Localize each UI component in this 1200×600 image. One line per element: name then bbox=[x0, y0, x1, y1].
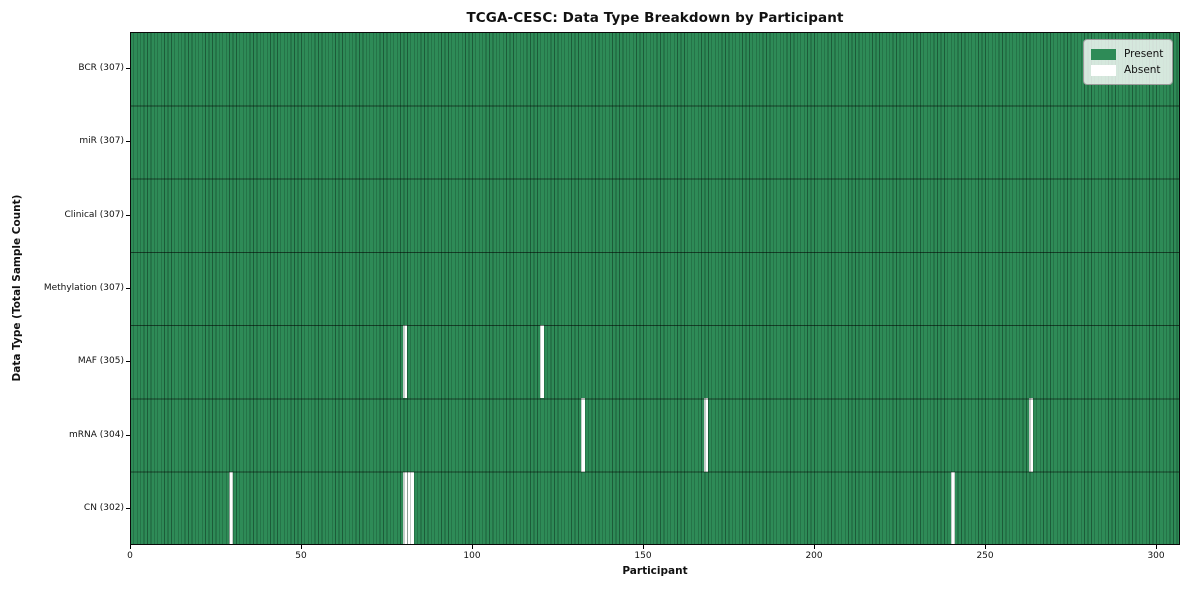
y-tick-mark bbox=[126, 507, 130, 509]
legend: Present Absent bbox=[1083, 39, 1174, 85]
x-tick-mark bbox=[1156, 545, 1158, 549]
y-tick-label-Methylation: Methylation (307) bbox=[43, 283, 124, 293]
x-tick-mark bbox=[130, 545, 131, 549]
chart-title: TCGA-CESC: Data Type Breakdown by Partic… bbox=[466, 10, 844, 26]
absent-cell-marker bbox=[950, 471, 955, 545]
x-tick-label: 300 bbox=[1147, 551, 1165, 561]
absent-cell-marker bbox=[403, 325, 408, 399]
y-tick-label-mRNA: mRNA (304) bbox=[69, 429, 124, 440]
present-swatch-icon bbox=[1091, 48, 1116, 60]
y-tick-label-Clinical: Clinical (307) bbox=[64, 209, 124, 220]
x-tick-mark bbox=[301, 545, 302, 549]
y-tick-label-miR: miR (307) bbox=[79, 136, 124, 147]
x-tick-label: 250 bbox=[976, 551, 994, 561]
legend-item-absent: Absent bbox=[1091, 62, 1163, 78]
legend-label-absent: Absent bbox=[1124, 63, 1161, 76]
absent-swatch-icon bbox=[1091, 64, 1116, 76]
cell-grid-overlay bbox=[130, 32, 1180, 545]
x-tick-mark bbox=[814, 545, 816, 549]
absent-cell-marker bbox=[704, 398, 709, 472]
y-axis-label: Data Type (Total Sample Count) bbox=[11, 194, 23, 382]
heatmap-plot-area bbox=[130, 32, 1180, 545]
y-tick-mark bbox=[126, 361, 130, 363]
y-tick-mark bbox=[126, 68, 130, 70]
x-tick-label: 150 bbox=[634, 551, 652, 561]
y-tick-mark bbox=[126, 288, 130, 289]
x-axis-label: Participant bbox=[622, 565, 688, 577]
absent-cell-marker bbox=[410, 471, 415, 545]
y-tick-label-BCR: BCR (307) bbox=[78, 63, 124, 74]
legend-item-present: Present bbox=[1091, 46, 1163, 62]
y-tick-label-CN: CN (302) bbox=[83, 502, 124, 513]
absent-cell-marker bbox=[540, 325, 545, 399]
absent-cell-marker bbox=[1029, 398, 1034, 472]
absent-cell-marker bbox=[228, 471, 233, 545]
x-tick-label: 0 bbox=[127, 551, 133, 561]
y-tick-mark bbox=[126, 141, 130, 143]
y-tick-mark bbox=[126, 434, 130, 436]
plot-frame bbox=[130, 32, 1180, 545]
y-tick-mark bbox=[126, 214, 130, 216]
x-tick-label: 50 bbox=[295, 551, 307, 561]
x-tick-mark bbox=[643, 545, 645, 549]
x-tick-label: 100 bbox=[463, 551, 481, 561]
x-tick-mark bbox=[472, 545, 474, 549]
legend-label-present: Present bbox=[1124, 47, 1164, 60]
x-tick-label: 200 bbox=[805, 551, 823, 561]
absent-cell-marker bbox=[581, 398, 586, 472]
y-tick-label-MAF: MAF (305) bbox=[77, 356, 124, 367]
x-tick-mark bbox=[985, 545, 987, 549]
